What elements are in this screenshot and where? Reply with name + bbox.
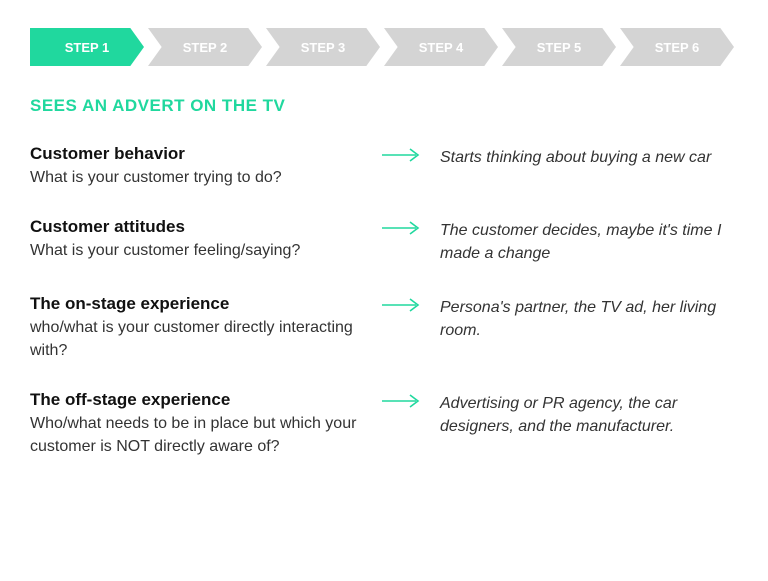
arrow-icon [380, 294, 440, 317]
step-label: STEP 1 [65, 40, 110, 55]
row-answer: Persona's partner, the TV ad, her living… [440, 294, 738, 342]
step-chevron-6[interactable]: STEP 6 [620, 28, 734, 66]
step-chevron-1[interactable]: STEP 1 [30, 28, 144, 66]
row-left: The on-stage experiencewho/what is your … [30, 294, 380, 362]
row-left: The off-stage experienceWho/what needs t… [30, 390, 380, 458]
arrow-icon [380, 390, 440, 413]
arrow-icon [380, 217, 440, 240]
row-heading: The on-stage experience [30, 294, 370, 314]
row-question: What is your customer trying to do? [30, 166, 370, 189]
arrow-icon [380, 144, 440, 167]
step-label: STEP 4 [419, 40, 464, 55]
row-answer: The customer decides, maybe it's time I … [440, 217, 738, 265]
step-label: STEP 6 [655, 40, 700, 55]
row-left: Customer attitudesWhat is your customer … [30, 217, 380, 262]
row-question: Who/what needs to be in place but which … [30, 412, 370, 458]
content-row: The on-stage experiencewho/what is your … [30, 294, 738, 362]
row-answer: Advertising or PR agency, the car design… [440, 390, 738, 438]
step-label: STEP 2 [183, 40, 228, 55]
row-heading: Customer behavior [30, 144, 370, 164]
content-row: Customer behaviorWhat is your customer t… [30, 144, 738, 189]
section-title: SEES AN ADVERT ON THE TV [30, 96, 738, 116]
row-question: What is your customer feeling/saying? [30, 239, 370, 262]
row-heading: Customer attitudes [30, 217, 370, 237]
step-chevron-3[interactable]: STEP 3 [266, 28, 380, 66]
content-row: Customer attitudesWhat is your customer … [30, 217, 738, 265]
content-row: The off-stage experienceWho/what needs t… [30, 390, 738, 458]
row-heading: The off-stage experience [30, 390, 370, 410]
step-label: STEP 5 [537, 40, 582, 55]
step-chevron-5[interactable]: STEP 5 [502, 28, 616, 66]
step-label: STEP 3 [301, 40, 346, 55]
content-rows: Customer behaviorWhat is your customer t… [30, 144, 738, 458]
row-answer: Starts thinking about buying a new car [440, 144, 738, 169]
row-left: Customer behaviorWhat is your customer t… [30, 144, 380, 189]
row-question: who/what is your customer directly inter… [30, 316, 370, 362]
step-chevron-nav: STEP 1 STEP 2 STEP 3 STEP 4 STEP 5 STEP 6 [30, 28, 738, 66]
step-chevron-4[interactable]: STEP 4 [384, 28, 498, 66]
step-chevron-2[interactable]: STEP 2 [148, 28, 262, 66]
